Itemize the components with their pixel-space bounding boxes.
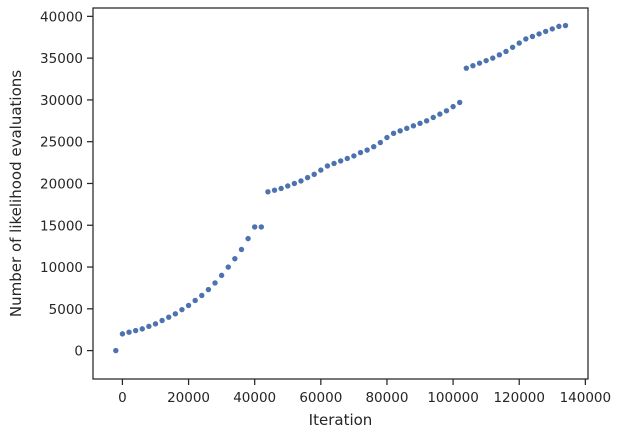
y-axis-ticks: 0 5000 10000 15000 20000 25000 30000 35000 40000 [40, 9, 93, 360]
data-point [304, 174, 311, 181]
data-point [238, 246, 245, 253]
y-tick-label: 10000 [40, 260, 83, 276]
data-point [364, 147, 370, 153]
data-point [443, 108, 450, 114]
y-axis-label: Number of likelihood evaluations [7, 70, 25, 317]
y-tick-label: 25000 [40, 135, 83, 151]
data-point [146, 323, 152, 330]
y-tick-label: 0 [74, 344, 83, 360]
data-point [119, 331, 126, 337]
x-tick-label: 0 [118, 390, 127, 406]
data-point [199, 292, 205, 299]
data-point [556, 23, 562, 30]
data-point [113, 347, 119, 354]
x-tick-label: 100000 [427, 390, 479, 406]
data-point [562, 22, 569, 29]
data-point [318, 167, 324, 173]
data-point [245, 235, 251, 242]
data-point [126, 329, 132, 335]
data-point [265, 189, 271, 195]
data-point [337, 158, 344, 164]
data-point [529, 33, 536, 40]
data-point [251, 224, 258, 230]
x-tick-label: 140000 [560, 390, 612, 406]
y-tick-label: 20000 [40, 176, 83, 192]
data-point [542, 28, 549, 35]
data-point [192, 297, 198, 304]
x-tick-label: 40000 [233, 390, 276, 406]
data-point [159, 317, 165, 324]
data-point [410, 123, 417, 129]
data-point [258, 224, 265, 230]
data-point [384, 134, 390, 141]
data-point [311, 171, 317, 177]
data-point [139, 326, 145, 332]
data-point [357, 149, 364, 156]
data-point [457, 99, 463, 106]
data-point [430, 114, 436, 121]
data-point [285, 183, 291, 189]
data-point [152, 321, 159, 327]
data-point [450, 103, 456, 110]
data-point [166, 314, 172, 320]
data-point [218, 272, 225, 279]
data-point [549, 26, 555, 32]
data-point [205, 286, 212, 293]
data-points [113, 22, 569, 354]
data-point [490, 55, 496, 61]
y-tick-label: 5000 [49, 302, 83, 318]
data-point [496, 52, 503, 58]
x-tick-label: 120000 [493, 390, 545, 406]
data-point [271, 187, 278, 193]
y-tick-label: 40000 [40, 9, 83, 25]
data-point [463, 65, 470, 71]
y-tick-label: 15000 [40, 218, 83, 234]
data-point [185, 302, 192, 309]
data-point [437, 111, 443, 117]
data-point [179, 306, 185, 313]
data-point [232, 255, 238, 262]
x-tick-label: 20000 [167, 390, 210, 406]
data-point [523, 36, 529, 42]
y-tick-label: 30000 [40, 93, 83, 109]
x-tick-label: 60000 [299, 390, 342, 406]
data-point [377, 139, 384, 146]
data-point [397, 128, 403, 134]
data-point [509, 44, 516, 50]
x-axis-ticks: 0 20000 40000 60000 80000 100000 120000 140000 [118, 379, 611, 406]
data-point [344, 155, 350, 162]
data-point [536, 31, 542, 37]
data-point [417, 120, 423, 127]
x-tick-label: 80000 [365, 390, 408, 406]
data-point [476, 60, 483, 66]
data-point [371, 144, 377, 150]
data-point [390, 130, 397, 137]
data-point [278, 185, 284, 192]
data-point [470, 62, 476, 69]
x-axis-label: Iteration [309, 411, 373, 429]
y-tick-label: 35000 [40, 51, 83, 67]
plot-frame [92, 7, 589, 380]
data-point [298, 178, 304, 184]
data-point [516, 40, 522, 46]
data-point [324, 163, 331, 169]
data-point [172, 311, 179, 317]
data-point [212, 280, 218, 286]
data-point [331, 160, 337, 167]
data-point [351, 153, 357, 159]
data-point [291, 180, 298, 187]
data-point [404, 125, 410, 132]
data-point [483, 57, 489, 64]
data-point [423, 118, 430, 124]
data-point [132, 327, 139, 334]
data-point [503, 48, 509, 55]
data-point [225, 264, 231, 270]
